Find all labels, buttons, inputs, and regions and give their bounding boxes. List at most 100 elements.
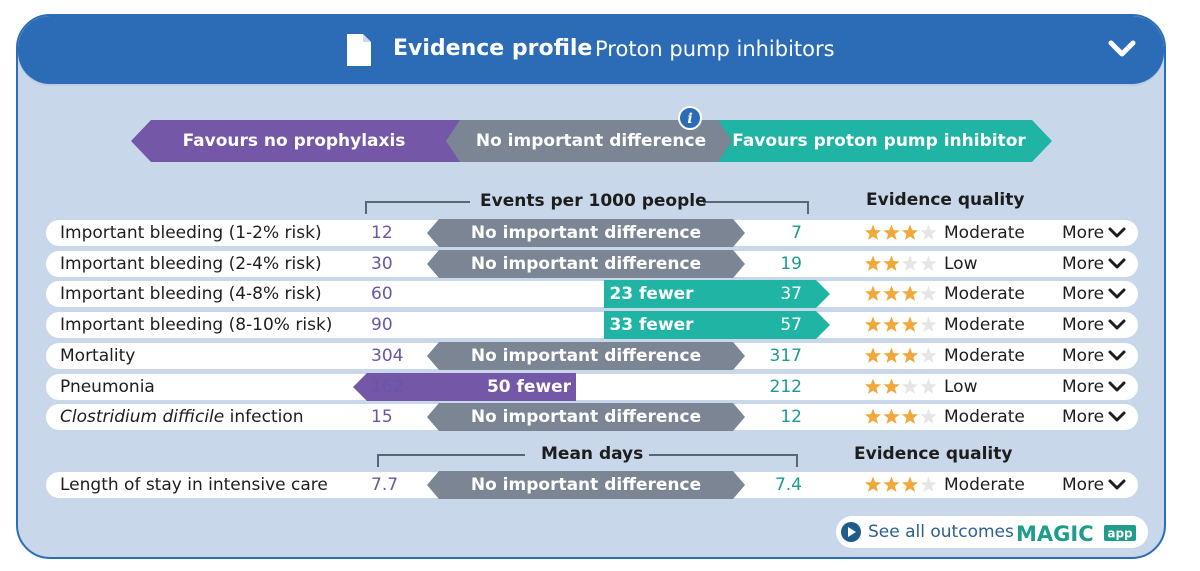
effect-bar-shape — [427, 250, 745, 278]
effect-bar: No important difference — [427, 250, 745, 278]
outcome-row[interactable]: Pneumonia 50 fewer 162 212 Low More — [46, 373, 1138, 401]
chevron-down-icon[interactable] — [1108, 40, 1136, 58]
star-filled-icon — [883, 347, 900, 363]
star-filled-icon — [901, 285, 919, 301]
effect-bar: No important difference — [427, 219, 745, 247]
outcome-row[interactable]: Clostridium difficile infection No import… — [46, 403, 1138, 431]
star-filled-icon — [864, 408, 882, 424]
panel-title: Evidence profile — [393, 36, 593, 61]
magic-logo-badge: app — [1107, 527, 1133, 541]
outcome-row[interactable]: Mortality No important difference 304 317 Mo… — [46, 342, 1138, 370]
outcome-row[interactable]: Important bleeding (8-10% risk) 33 fewer 9… — [46, 311, 1138, 339]
outcome-row[interactable]: Length of stay in intensive care No impor… — [46, 471, 1138, 499]
legend-favours-treatment: Favours proton pump inhibitor — [718, 120, 1052, 162]
effect-bar-shape — [353, 373, 576, 401]
outcome-row[interactable]: Important bleeding (1-2% risk) No importa… — [46, 219, 1138, 247]
star-filled-icon — [901, 408, 919, 424]
more-label: More — [1062, 475, 1105, 495]
treatment-value: 57 — [780, 315, 802, 335]
quality-label: Moderate — [944, 284, 1025, 304]
quality-stars — [864, 224, 937, 240]
quality-stars — [864, 316, 937, 332]
star-empty-icon — [920, 347, 937, 363]
effect-label: 33 fewer — [609, 315, 694, 335]
panel-header[interactable]: Evidence profile Proton pump inhibitors — [18, 16, 1164, 84]
outcome-row[interactable]: Important bleeding (4-8% risk) 23 fewer 60… — [46, 280, 1138, 308]
magic-logo-text: MAGIC — [1016, 522, 1094, 544]
see-all-outcomes-button[interactable]: See all outcomes MAGIC app — [836, 516, 1148, 548]
more-button[interactable]: More — [1062, 220, 1126, 246]
effect-bar-fill — [427, 342, 745, 370]
events-bracket — [365, 201, 809, 214]
outcome-label-italic: Clostridium difficile — [60, 407, 225, 427]
star-filled-icon — [864, 476, 882, 492]
control-value: 162 — [371, 377, 404, 397]
outcome-label: Length of stay in intensive care — [60, 475, 328, 495]
outcome-label: Mortality — [60, 346, 136, 366]
effect-bar-fill — [353, 373, 576, 401]
more-button[interactable]: More — [1062, 404, 1126, 430]
more-label: More — [1062, 407, 1105, 427]
quality-stars — [864, 347, 937, 363]
info-icon[interactable]: i — [678, 106, 702, 130]
magic-app-logo: MAGIC app — [1016, 522, 1136, 544]
events-per-1000-label: Events per 1000 people — [480, 191, 707, 211]
effect-bar-shape — [427, 219, 745, 247]
legend-favours-control: Favours no prophylaxis — [131, 120, 463, 162]
star-empty-icon — [920, 316, 937, 332]
treatment-value: 37 — [780, 284, 802, 304]
effect-bar: 23 fewer — [604, 280, 830, 308]
svg-text:i: i — [687, 111, 692, 127]
quality-stars — [864, 285, 937, 301]
star-filled-icon — [883, 378, 900, 394]
effect-label: No important difference — [470, 346, 702, 366]
outcome-row[interactable]: Important bleeding (2-4% risk) No importa… — [46, 250, 1138, 278]
more-button[interactable]: More — [1062, 251, 1126, 277]
star-empty-icon — [901, 255, 919, 271]
star-filled-icon — [883, 408, 900, 424]
outcome-label: Important bleeding (4-8% risk) — [60, 284, 322, 304]
more-button[interactable]: More — [1062, 281, 1126, 307]
star-empty-icon — [901, 378, 919, 394]
chevron-down-icon — [1108, 381, 1126, 392]
more-button[interactable]: More — [1062, 472, 1126, 498]
chevron-down-icon — [1108, 258, 1126, 269]
more-button[interactable]: More — [1062, 343, 1126, 369]
more-button[interactable]: More — [1062, 374, 1126, 400]
quality-label: Moderate — [944, 223, 1025, 243]
star-empty-icon — [920, 476, 937, 492]
evidence-quality-header-2: Evidence quality — [854, 444, 1013, 464]
star-filled-icon — [901, 316, 919, 332]
star-filled-icon — [864, 255, 882, 271]
control-value: 7.7 — [371, 475, 399, 495]
effect-bar: No important difference — [427, 403, 745, 431]
control-value: 15 — [371, 407, 393, 427]
outcome-label: Important bleeding (8-10% risk) — [60, 315, 333, 335]
control-value: 12 — [371, 223, 393, 243]
more-label: More — [1062, 346, 1105, 366]
treatment-value: 12 — [780, 407, 802, 427]
quality-stars — [864, 408, 937, 424]
effect-bar-fill — [427, 219, 745, 247]
effect-label: No important difference — [470, 407, 702, 427]
effect-bar-shape — [427, 471, 745, 499]
effect-label: No important difference — [470, 223, 702, 243]
legend-no-difference-label: No important difference — [475, 131, 707, 151]
star-filled-icon — [864, 347, 882, 363]
star-filled-icon — [901, 347, 919, 363]
evidence-quality-header: Evidence quality — [866, 190, 1025, 210]
quality-label: Moderate — [944, 315, 1025, 335]
star-empty-icon — [920, 408, 937, 424]
see-all-outcomes-label: See all outcomes — [868, 522, 1014, 542]
effect-bar: No important difference — [427, 342, 745, 370]
more-button[interactable]: More — [1062, 312, 1126, 338]
star-filled-icon — [883, 476, 900, 492]
star-filled-icon — [864, 378, 882, 394]
star-filled-icon — [864, 285, 882, 301]
control-value: 60 — [371, 284, 393, 304]
outcome-label: Clostridium difficile infection — [60, 407, 304, 427]
effect-bar-fill — [604, 280, 830, 308]
more-label: More — [1062, 284, 1105, 304]
legend-favours-treatment-label: Favours proton pump inhibitor — [732, 131, 1026, 151]
play-circle-icon — [841, 522, 861, 542]
